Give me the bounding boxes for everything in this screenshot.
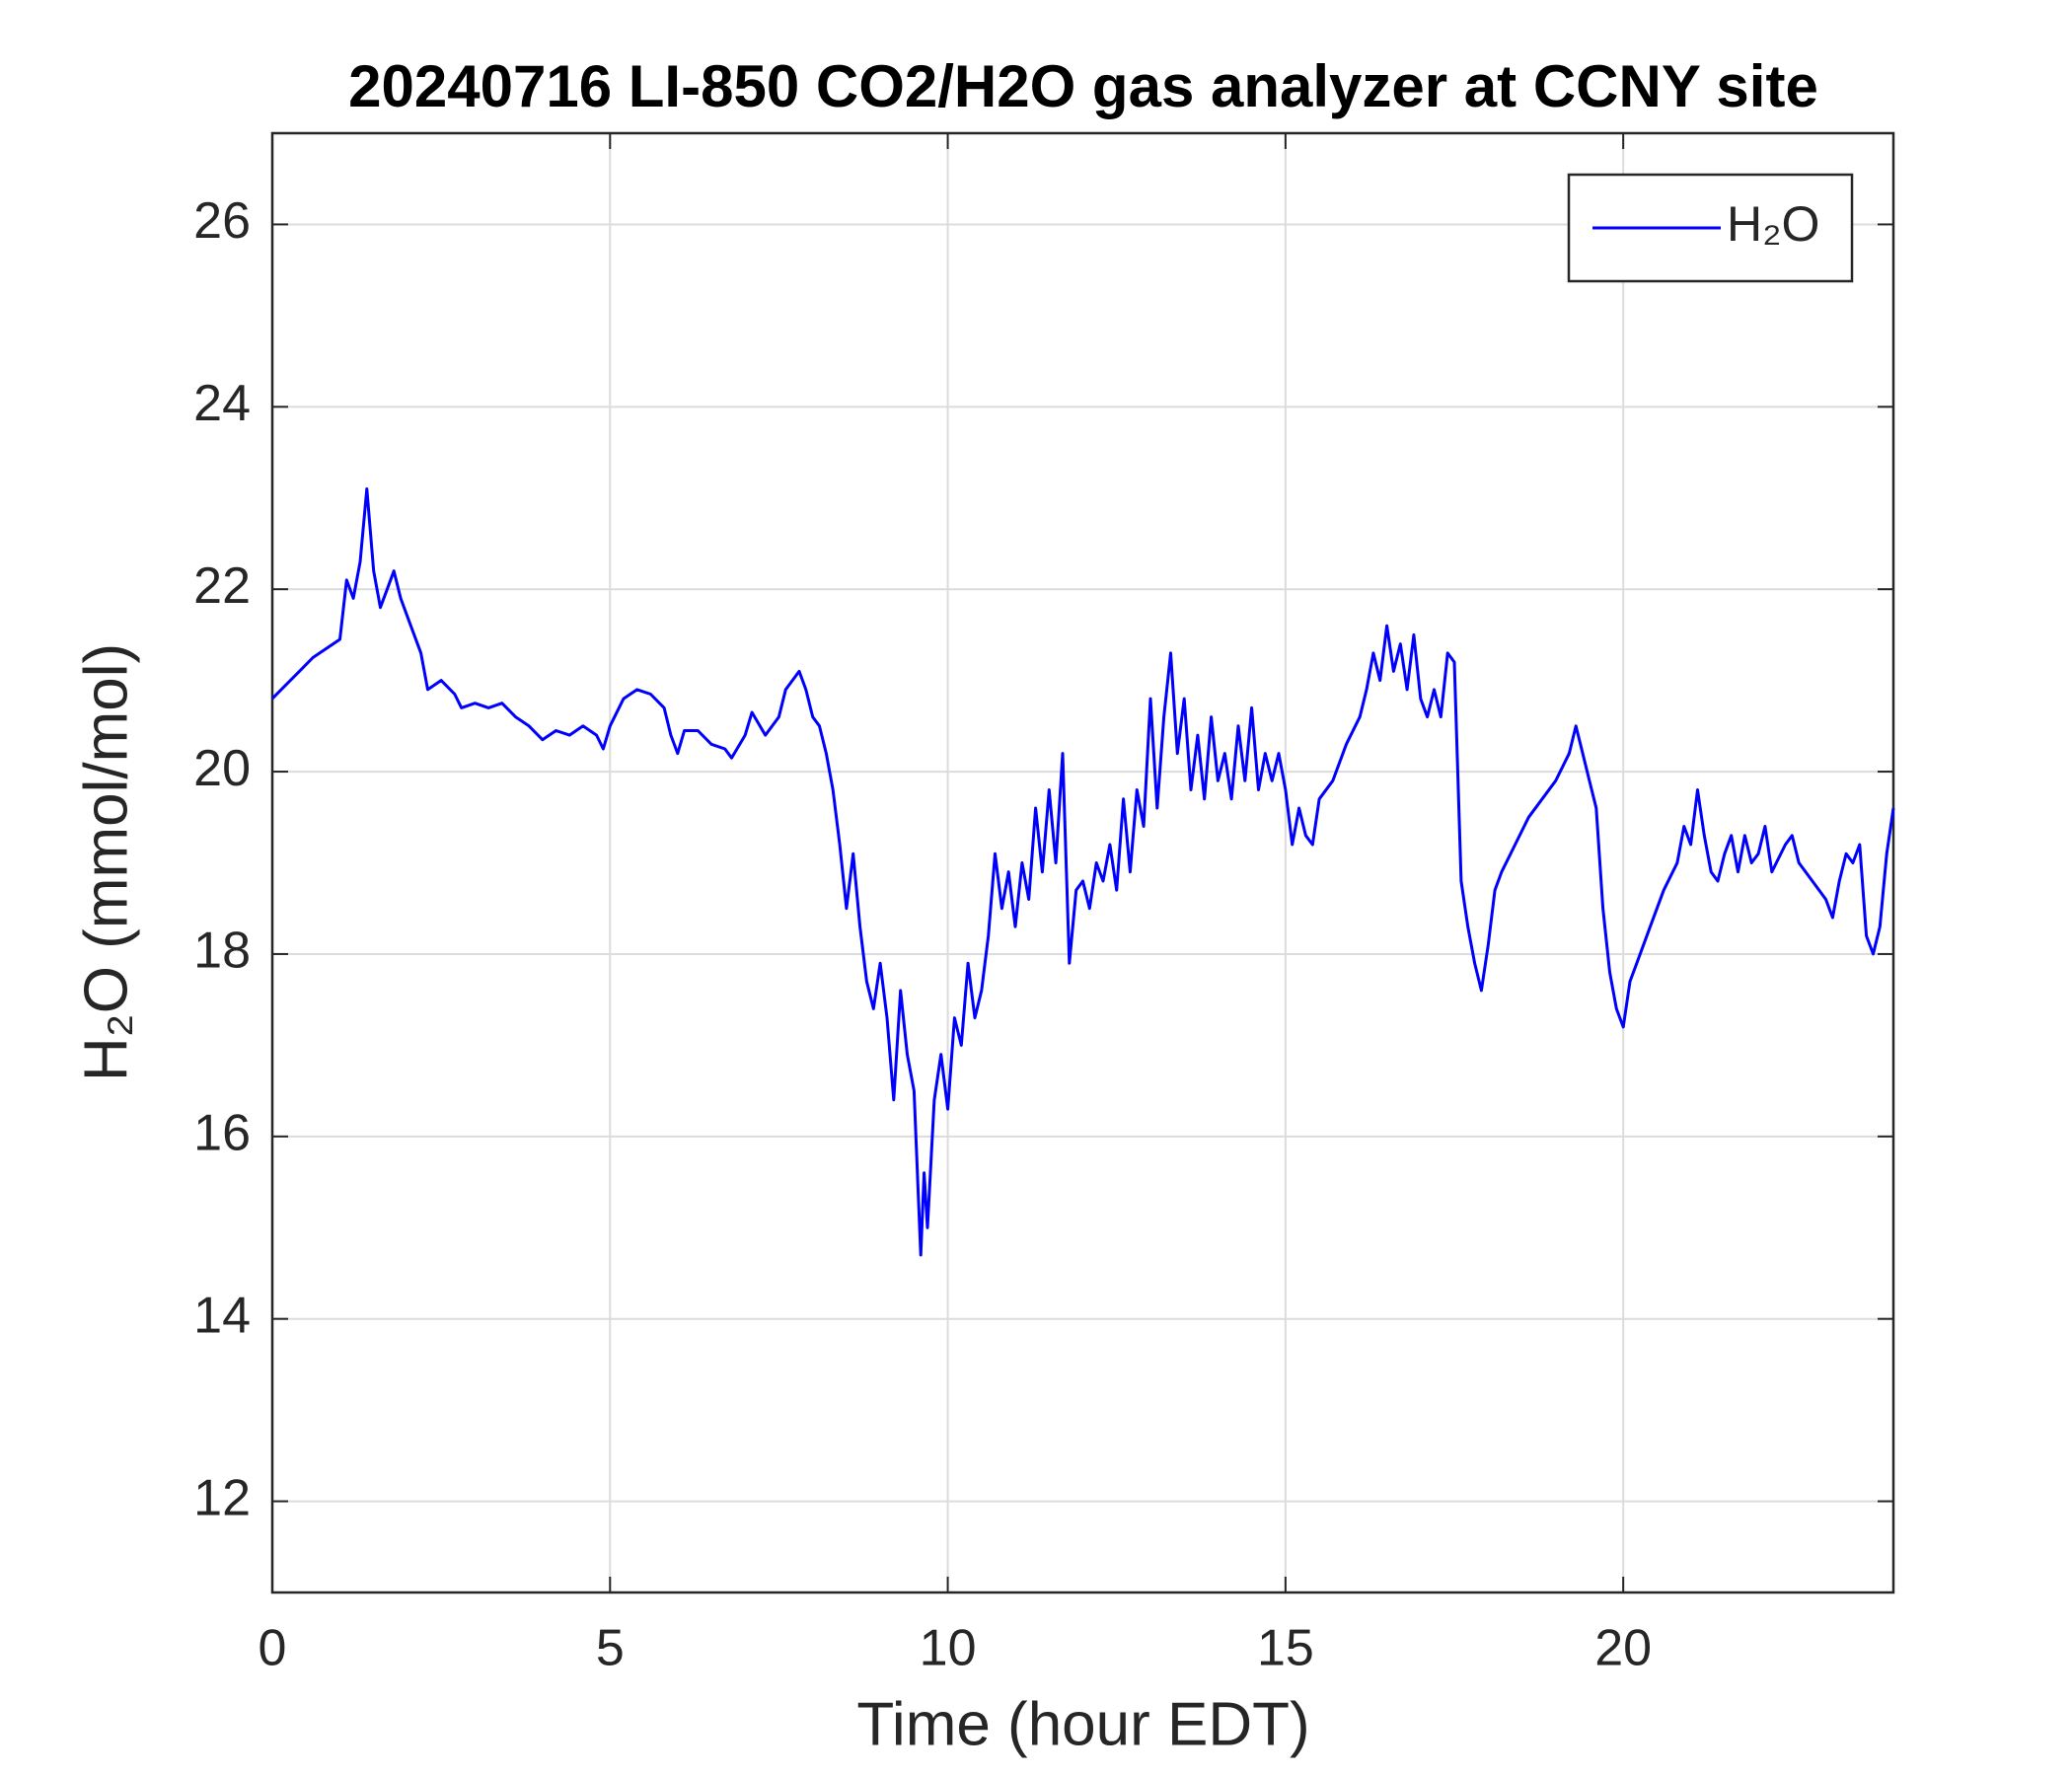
x-axis-label: Time (hour EDT) (856, 1690, 1309, 1758)
x-tick-label: 15 (1257, 1620, 1314, 1677)
x-tick-label: 5 (596, 1620, 625, 1677)
y-tick-label: 26 (193, 192, 251, 250)
plot-frame (270, 131, 1895, 1594)
x-tick-label: 20 (1594, 1620, 1652, 1677)
legend-label: H₂O (1727, 196, 1819, 252)
y-tick-label: 20 (193, 740, 251, 797)
y-tick-label: 16 (193, 1105, 251, 1162)
y-tick-label: 12 (193, 1469, 251, 1526)
chart-title: 20240716 LI-850 CO2/H2O gas analyzer at … (348, 53, 1818, 119)
data-line (270, 487, 1895, 1257)
y-axis-label: H₂O (mmol/mol) (72, 643, 140, 1081)
y-tick-label: 24 (193, 375, 251, 432)
y-tick-label: 14 (193, 1287, 251, 1344)
x-tick-label: 0 (259, 1620, 287, 1677)
y-tick-label: 22 (193, 557, 251, 615)
x-tick-label: 10 (920, 1620, 977, 1677)
y-tick-label: 18 (193, 923, 251, 980)
